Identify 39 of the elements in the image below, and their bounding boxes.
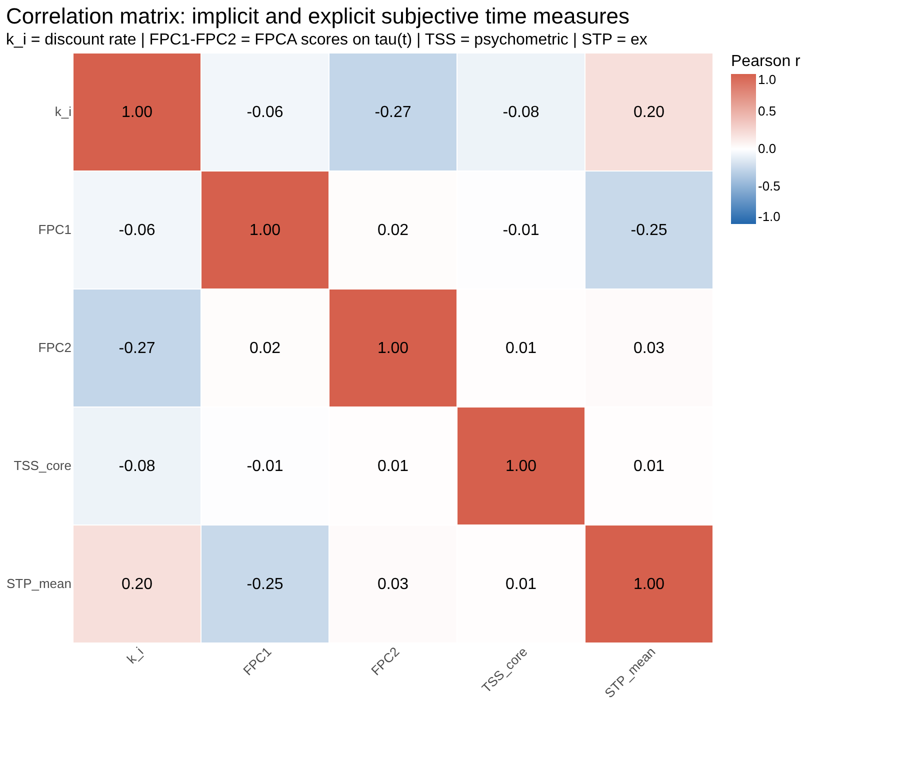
data-label: -0.06 bbox=[118, 222, 156, 239]
color-bar-label: -0.5 bbox=[758, 178, 780, 194]
chart-subtitle: k_i = discount rate | FPC1-FPC2 = FPCA scores on tau(t) | TSS = psychometric | STP = ex bbox=[6, 32, 648, 48]
data-label: -0.25 bbox=[630, 222, 668, 239]
data-label: 0.01 bbox=[377, 458, 409, 475]
data-label: 0.01 bbox=[633, 458, 665, 475]
data-label: 1.00 bbox=[249, 222, 281, 239]
data-label: -0.08 bbox=[502, 104, 540, 121]
color-bar-label: -1.0 bbox=[758, 209, 780, 224]
data-label: -0.25 bbox=[246, 576, 284, 593]
y-tick-label: k_i bbox=[54, 104, 72, 119]
data-label: -0.01 bbox=[246, 458, 284, 475]
data-label: 1.00 bbox=[505, 458, 537, 475]
color-bar-label: 1.0 bbox=[758, 72, 776, 87]
data-label: -0.06 bbox=[246, 104, 284, 121]
data-label: 1.00 bbox=[633, 576, 665, 593]
data-label: 0.01 bbox=[505, 576, 537, 593]
y-tick-label: TSS_core bbox=[14, 458, 72, 473]
color-bar-label: 0.0 bbox=[758, 141, 776, 156]
data-label: -0.01 bbox=[502, 222, 540, 239]
data-label: 0.01 bbox=[505, 340, 537, 357]
data-label: 0.02 bbox=[249, 340, 281, 357]
data-label: 0.03 bbox=[377, 576, 409, 593]
data-label: 0.20 bbox=[633, 104, 665, 121]
data-label: -0.27 bbox=[118, 340, 156, 357]
data-label: -0.27 bbox=[374, 104, 412, 121]
data-label: 1.00 bbox=[121, 104, 153, 121]
y-tick-label: STP_mean bbox=[6, 576, 72, 591]
y-tick-label: FPC1 bbox=[38, 222, 72, 237]
y-tick-label: FPC2 bbox=[38, 340, 72, 355]
data-label: 0.03 bbox=[633, 340, 665, 357]
data-label: 0.02 bbox=[377, 222, 409, 239]
color-bar-label: 0.5 bbox=[758, 104, 776, 118]
data-label: 1.00 bbox=[377, 340, 409, 357]
x-tick-label: k_i bbox=[124, 644, 146, 666]
legend-title: Pearson r bbox=[731, 53, 802, 70]
data-label: -0.08 bbox=[118, 458, 156, 475]
chart-title: Correlation matrix: implicit and explicit subjective time measures bbox=[6, 4, 630, 28]
data-label: 0.20 bbox=[121, 576, 153, 593]
